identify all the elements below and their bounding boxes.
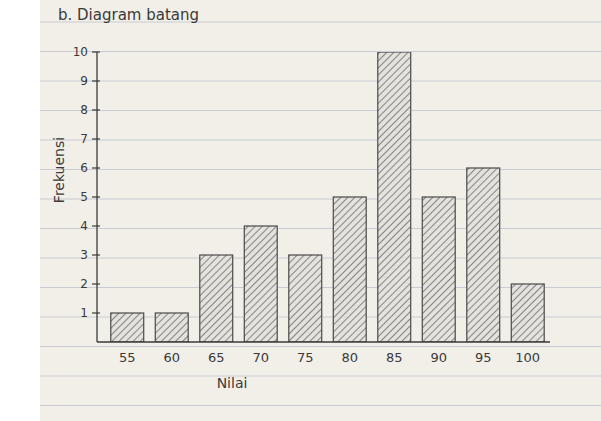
x-tick-label: 65: [208, 350, 225, 365]
paper: [40, 0, 601, 421]
y-tick: [92, 225, 100, 226]
bar: [422, 197, 455, 342]
y-tick-label: 10: [73, 45, 88, 59]
bar: [511, 284, 544, 342]
y-tick: [92, 283, 100, 284]
ruled-line: [40, 51, 601, 52]
chart: b. Diagram batang55606570758085909510012…: [0, 0, 601, 421]
x-tick-label: 55: [119, 350, 136, 365]
ruled-line: [40, 110, 601, 111]
x-axis-title: Nilai: [217, 375, 248, 391]
y-tick-label: 3: [80, 248, 88, 262]
y-axis-title: Frekuensi: [51, 137, 67, 203]
ruled-line: [40, 140, 601, 141]
bar: [200, 255, 233, 342]
ruled-line: [40, 81, 601, 82]
bar: [244, 226, 277, 342]
bar: [289, 255, 322, 342]
y-tick-label: 8: [80, 103, 88, 117]
ruled-line: [40, 199, 601, 200]
margin: [0, 0, 40, 421]
ruled-line: [40, 228, 601, 229]
y-tick: [92, 167, 100, 168]
y-tick-label: 4: [80, 219, 88, 233]
bar: [111, 313, 144, 342]
bar: [155, 313, 188, 342]
ruled-line: [40, 346, 601, 347]
y-tick: [92, 138, 100, 139]
x-tick-label: 100: [515, 350, 540, 365]
ruled-line: [40, 405, 601, 406]
ruled-line: [40, 169, 601, 170]
bar: [333, 197, 366, 342]
y-tick: [92, 109, 100, 110]
y-tick-label: 2: [80, 277, 88, 291]
y-tick: [92, 254, 100, 255]
y-tick-label: 6: [80, 161, 88, 175]
y-tick-label: 9: [80, 74, 88, 88]
y-tick: [92, 51, 100, 52]
y-tick: [92, 196, 100, 197]
y-tick-label: 1: [80, 306, 88, 320]
y-tick: [92, 312, 100, 313]
x-tick-label: 80: [341, 350, 358, 365]
bar: [378, 52, 411, 342]
ruled-line: [40, 376, 601, 377]
x-tick-label: 90: [430, 350, 447, 365]
x-tick-label: 85: [386, 350, 403, 365]
x-axis: [97, 341, 550, 342]
bar: [467, 168, 500, 342]
x-tick-label: 60: [163, 350, 180, 365]
y-tick-label: 5: [80, 190, 88, 204]
x-tick-label: 95: [475, 350, 492, 365]
x-tick-label: 75: [297, 350, 314, 365]
y-tick: [92, 80, 100, 81]
title: b. Diagram batang: [58, 6, 199, 24]
bars: [111, 52, 544, 342]
x-tick-label: 70: [252, 350, 269, 365]
y-tick-label: 7: [80, 132, 88, 146]
